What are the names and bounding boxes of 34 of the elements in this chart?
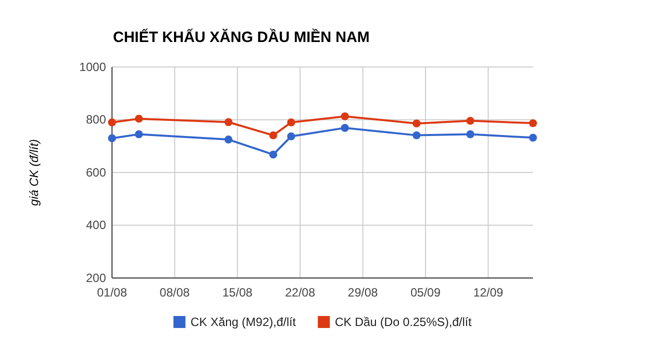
point bbox=[466, 116, 474, 125]
y-tick-label: 800 bbox=[86, 112, 106, 127]
y-tick-label: 400 bbox=[86, 218, 106, 232]
point bbox=[108, 134, 116, 142]
x-tick-label: 15/08 bbox=[222, 286, 253, 300]
point bbox=[108, 118, 116, 126]
x-tick-label: 05/09 bbox=[410, 286, 441, 300]
x-tick-label: 01/08 bbox=[96, 286, 128, 300]
x-tick-label: 08/08 bbox=[160, 286, 190, 300]
point bbox=[134, 114, 143, 123]
y-tick-label: 1000 bbox=[79, 60, 106, 74]
point bbox=[412, 119, 421, 128]
point bbox=[224, 136, 232, 144]
point bbox=[412, 131, 421, 140]
point bbox=[287, 132, 296, 140]
point bbox=[134, 130, 143, 138]
point bbox=[340, 112, 349, 120]
point bbox=[529, 119, 537, 128]
point bbox=[224, 118, 232, 126]
point bbox=[466, 130, 474, 138]
y-axis-title: giá CK (đ/lít) bbox=[27, 139, 41, 206]
point bbox=[269, 150, 278, 159]
legend-label: CK Dầu (Do 0.25%S),đ/lít bbox=[334, 315, 472, 329]
y-tick-label: 600 bbox=[86, 165, 106, 180]
legend-label: CK Xăng (M92),đ/lít bbox=[190, 315, 296, 329]
y-tick-label: 200 bbox=[86, 270, 106, 285]
x-tick-label: 22/08 bbox=[285, 286, 316, 300]
point bbox=[340, 124, 349, 132]
point bbox=[269, 131, 278, 140]
point bbox=[287, 118, 296, 126]
x-tick-label: 29/08 bbox=[348, 286, 378, 300]
x-tick-label: 12/09 bbox=[473, 286, 504, 300]
point bbox=[529, 134, 537, 142]
chart-title: CHIẾT KHẤU XĂNG DẦU MIỀN NAM bbox=[113, 28, 370, 46]
